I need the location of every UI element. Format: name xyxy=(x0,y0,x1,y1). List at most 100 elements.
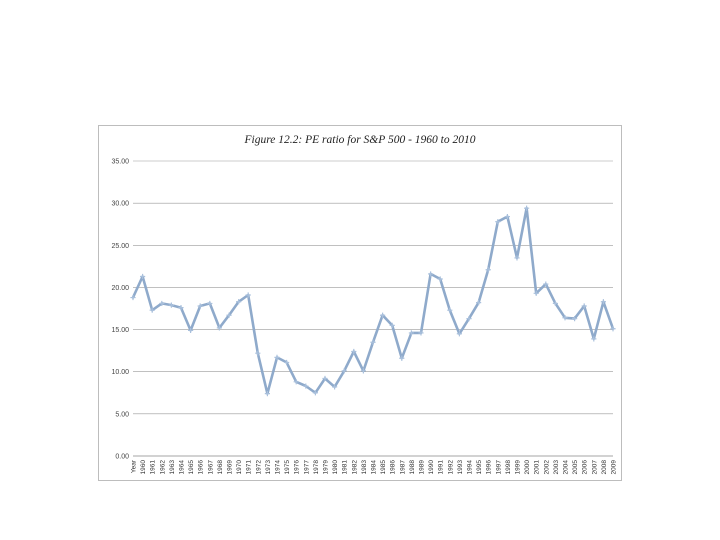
data-point xyxy=(245,292,251,298)
chart-title: Figure 12.2: PE ratio for S&P 500 - 1960… xyxy=(244,134,476,146)
x-tick-label: 1961 xyxy=(150,460,157,475)
x-tick-label: 1969 xyxy=(227,460,234,475)
x-tick-label: 1967 xyxy=(207,460,214,475)
data-point xyxy=(159,300,165,307)
data-point xyxy=(418,330,424,336)
x-tick-label: 2003 xyxy=(553,460,560,475)
data-point xyxy=(408,330,414,336)
x-tick-label: 1982 xyxy=(351,460,358,475)
x-tick-label: 1973 xyxy=(265,460,272,475)
y-tick-label: 5.00 xyxy=(115,411,129,418)
x-tick-label: 1968 xyxy=(217,460,224,475)
x-tick-label: 1991 xyxy=(438,460,445,475)
data-point xyxy=(188,327,194,334)
data-point xyxy=(351,348,357,355)
x-tick-label: 1983 xyxy=(361,460,368,475)
data-point xyxy=(255,350,261,356)
data-point xyxy=(130,294,136,301)
data-point xyxy=(456,331,462,337)
x-tick-label: 1984 xyxy=(371,460,378,475)
x-tick-label: 1978 xyxy=(313,460,320,475)
x-tick-label: 1966 xyxy=(198,460,205,475)
x-tick-label: 1976 xyxy=(294,460,301,475)
data-point xyxy=(552,300,558,307)
data-point xyxy=(178,305,184,311)
data-point xyxy=(533,290,539,296)
x-tick-label: 1974 xyxy=(275,460,282,475)
data-point xyxy=(274,354,280,360)
x-tick-label: 1981 xyxy=(342,460,349,475)
data-point xyxy=(380,312,386,318)
data-point xyxy=(399,355,405,361)
y-tick-label: 35.00 xyxy=(111,159,129,166)
data-point xyxy=(264,391,270,397)
data-point xyxy=(322,375,328,382)
x-tick-label: 1960 xyxy=(140,460,147,475)
x-tick-label: 1985 xyxy=(380,460,387,475)
y-tick-label: 30.00 xyxy=(111,201,129,208)
data-point xyxy=(591,336,597,342)
x-tick-label: 2005 xyxy=(572,460,579,475)
x-tick-label: 1996 xyxy=(486,460,493,475)
data-point xyxy=(207,300,213,307)
x-tick-label: 1970 xyxy=(236,460,243,475)
data-point xyxy=(562,315,568,321)
data-point xyxy=(341,368,347,374)
x-tick-label: 1988 xyxy=(409,460,416,475)
x-tick-label: 2009 xyxy=(611,460,618,475)
data-point xyxy=(236,299,242,305)
x-tick-label: 2000 xyxy=(524,460,531,475)
data-point xyxy=(543,281,549,287)
data-point xyxy=(504,214,510,220)
x-tick-label: 2006 xyxy=(582,460,589,475)
x-tick-label: 1994 xyxy=(467,460,474,475)
x-tick-label: 1972 xyxy=(255,460,262,475)
data-point xyxy=(524,205,530,211)
x-tick-label: 2002 xyxy=(543,460,550,475)
y-tick-label: 0.00 xyxy=(115,454,129,461)
y-tick-label: 25.00 xyxy=(111,243,129,250)
x-tick-label: 1962 xyxy=(159,460,166,475)
x-tick-label: 1998 xyxy=(505,460,512,475)
x-tick-label: 1971 xyxy=(246,460,253,475)
chart-frame: Figure 12.2: PE ratio for S&P 500 - 1960… xyxy=(98,125,622,481)
x-tick-label: 1979 xyxy=(323,460,330,475)
data-point xyxy=(495,219,501,225)
data-point xyxy=(485,267,491,273)
data-point xyxy=(303,383,309,389)
x-tick-label: 2001 xyxy=(534,460,541,475)
data-point xyxy=(360,368,366,374)
x-tick-label: 1993 xyxy=(457,460,464,475)
series-line xyxy=(131,206,615,395)
data-point xyxy=(428,271,434,277)
x-tick-label: 1965 xyxy=(188,460,195,475)
data-point xyxy=(466,316,472,322)
y-tick-label: 15.00 xyxy=(111,327,129,334)
x-tick-label: 1995 xyxy=(476,460,483,475)
x-tick-label: 2007 xyxy=(591,460,598,475)
x-tick-label: 1980 xyxy=(332,460,339,475)
data-point xyxy=(370,339,376,345)
data-point xyxy=(581,303,587,309)
line-chart: 0.00 5.00 10.00 15.00 20.00 25.00 30.00 35.00 Ye… xyxy=(111,159,618,475)
x-tick-label: 1990 xyxy=(428,460,435,475)
data-point xyxy=(293,379,299,385)
data-point xyxy=(197,303,203,309)
data-point xyxy=(149,307,155,313)
x-tick-label: 1999 xyxy=(515,460,522,475)
x-tick-label: 1964 xyxy=(179,460,186,475)
data-point xyxy=(447,307,453,313)
x-tick-label: 1977 xyxy=(303,460,310,475)
x-tick-label: 1992 xyxy=(447,460,454,475)
data-point xyxy=(168,302,174,308)
x-tick-label: 1989 xyxy=(419,460,426,475)
data-point xyxy=(332,384,338,390)
x-tick-label: 1963 xyxy=(169,460,176,475)
data-point xyxy=(476,300,482,306)
x-tick-label: Year xyxy=(131,459,138,473)
data-point xyxy=(572,316,578,322)
data-point xyxy=(437,276,443,282)
data-point xyxy=(600,299,606,305)
x-tick-label: 1975 xyxy=(284,460,291,475)
y-tick-label: 20.00 xyxy=(111,285,129,292)
